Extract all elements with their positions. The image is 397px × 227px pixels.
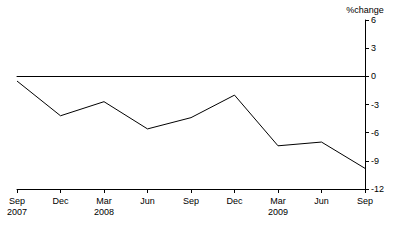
svg-text:Dec: Dec	[226, 196, 243, 206]
svg-text:%change: %change	[346, 5, 384, 15]
svg-text:Sep: Sep	[357, 196, 373, 206]
svg-text:Jun: Jun	[314, 196, 329, 206]
svg-text:-3: -3	[371, 100, 379, 110]
svg-text:0: 0	[371, 71, 376, 81]
svg-text:Mar: Mar	[270, 196, 286, 206]
svg-text:-12: -12	[371, 184, 384, 194]
svg-text:-9: -9	[371, 156, 379, 166]
svg-text:3: 3	[371, 43, 376, 53]
svg-text:Sep: Sep	[183, 196, 199, 206]
svg-text:Dec: Dec	[52, 196, 69, 206]
svg-text:Sep: Sep	[9, 196, 25, 206]
svg-text:6: 6	[371, 15, 376, 25]
svg-text:2008: 2008	[94, 207, 114, 217]
svg-text:-6: -6	[371, 128, 379, 138]
svg-text:Jun: Jun	[140, 196, 155, 206]
svg-text:2007: 2007	[7, 207, 27, 217]
svg-text:2009: 2009	[268, 207, 288, 217]
svg-text:Mar: Mar	[96, 196, 112, 206]
